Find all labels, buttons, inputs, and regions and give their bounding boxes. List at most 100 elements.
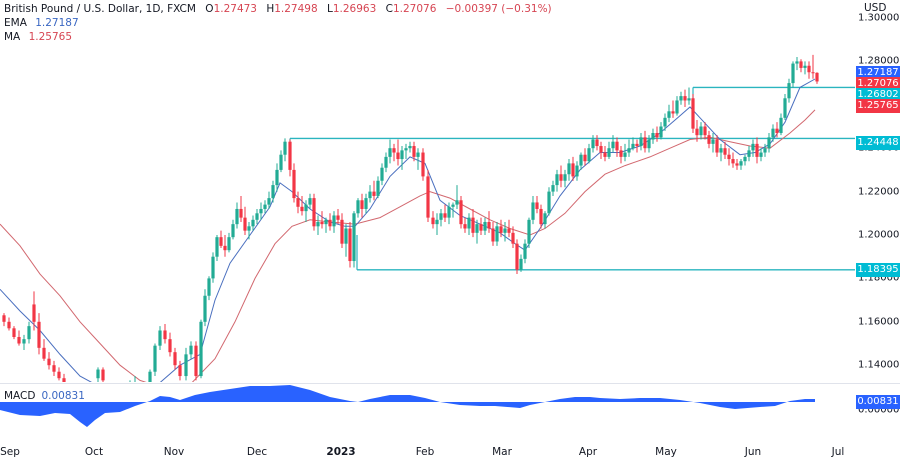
candle	[412, 141, 416, 162]
candle	[791, 61, 795, 88]
candle	[567, 159, 571, 181]
candle	[263, 200, 267, 214]
candle	[523, 239, 527, 264]
candle	[491, 221, 495, 246]
pane-divider[interactable]	[0, 383, 900, 384]
currency-label: USD	[864, 2, 887, 14]
candle	[426, 169, 430, 222]
candle	[271, 180, 275, 203]
candle	[416, 148, 420, 170]
ma-label: MA	[4, 31, 21, 43]
price-pane	[0, 54, 855, 382]
candle	[231, 219, 235, 240]
candle	[679, 91, 683, 105]
low-price-tag: 1.18395	[856, 262, 900, 277]
macd-legend[interactable]: MACD 0.00831	[4, 390, 85, 402]
candle	[292, 163, 296, 203]
candle	[173, 347, 177, 370]
candle	[148, 369, 152, 382]
candle	[515, 239, 519, 275]
candle	[312, 193, 316, 231]
candle	[815, 72, 819, 84]
candle	[300, 195, 304, 216]
candle	[267, 191, 271, 209]
candle	[447, 202, 451, 225]
candle	[158, 326, 162, 351]
candle	[755, 137, 759, 164]
candle	[408, 141, 412, 153]
candle	[583, 148, 587, 166]
candle	[199, 319, 203, 379]
candle	[739, 159, 743, 170]
candle	[388, 139, 392, 164]
candle	[779, 113, 783, 136]
candle	[635, 139, 639, 153]
candle	[443, 204, 447, 222]
candle	[37, 313, 41, 355]
candle	[631, 137, 635, 151]
candle	[663, 113, 667, 131]
macd-label: MACD	[4, 390, 36, 402]
candle	[787, 78, 791, 103]
candle	[535, 195, 539, 214]
time-label-sep: Sep	[0, 446, 20, 458]
ma-legend-row[interactable]: MA 1.25765	[4, 30, 552, 44]
candle	[283, 138, 287, 162]
candle	[795, 57, 799, 71]
candle	[316, 215, 320, 235]
candle	[759, 148, 763, 162]
candle	[563, 169, 567, 188]
candle	[731, 152, 735, 168]
candle	[707, 130, 711, 149]
candle	[22, 334, 26, 351]
macd-area	[0, 385, 815, 427]
candle	[400, 146, 404, 170]
candle	[751, 139, 755, 157]
support-price-tag: 1.24448	[856, 135, 900, 150]
candle	[803, 61, 807, 75]
candle	[811, 54, 815, 79]
price-tick-label: 1.14000	[858, 359, 900, 371]
candle	[595, 135, 599, 151]
time-label-mar: Mar	[492, 446, 512, 458]
time-label-jun: Jun	[744, 446, 762, 458]
candle	[727, 148, 731, 166]
candle	[575, 161, 579, 181]
symbol-row: British Pound / U.S. Dollar, 1D, FXCM O1…	[4, 2, 552, 16]
candle	[129, 380, 131, 382]
candle	[479, 217, 483, 235]
candle	[255, 208, 259, 225]
candle	[463, 217, 467, 233]
ema-legend-row[interactable]: EMA 1.27187	[4, 16, 552, 30]
candle	[607, 141, 611, 160]
candle	[475, 219, 479, 244]
candle	[539, 204, 543, 229]
candle	[511, 226, 515, 249]
ema-label: EMA	[4, 17, 27, 29]
candle	[783, 93, 787, 120]
candle	[356, 198, 360, 218]
candle	[459, 195, 463, 229]
candle	[667, 104, 671, 123]
time-label-nov: Nov	[163, 446, 185, 458]
candle	[487, 211, 491, 233]
candle	[376, 176, 380, 199]
candle	[671, 100, 675, 118]
candle	[455, 185, 459, 209]
candle	[767, 133, 771, 153]
candle	[543, 211, 547, 229]
candle	[639, 133, 643, 151]
candle	[695, 119, 699, 142]
candle	[771, 124, 775, 142]
candle	[57, 367, 61, 381]
candle	[775, 122, 779, 138]
candle	[332, 211, 336, 233]
candle	[421, 148, 425, 181]
candle	[42, 339, 46, 361]
candle	[439, 208, 443, 227]
candle	[799, 59, 803, 73]
candle	[547, 187, 551, 216]
candle	[763, 143, 767, 157]
